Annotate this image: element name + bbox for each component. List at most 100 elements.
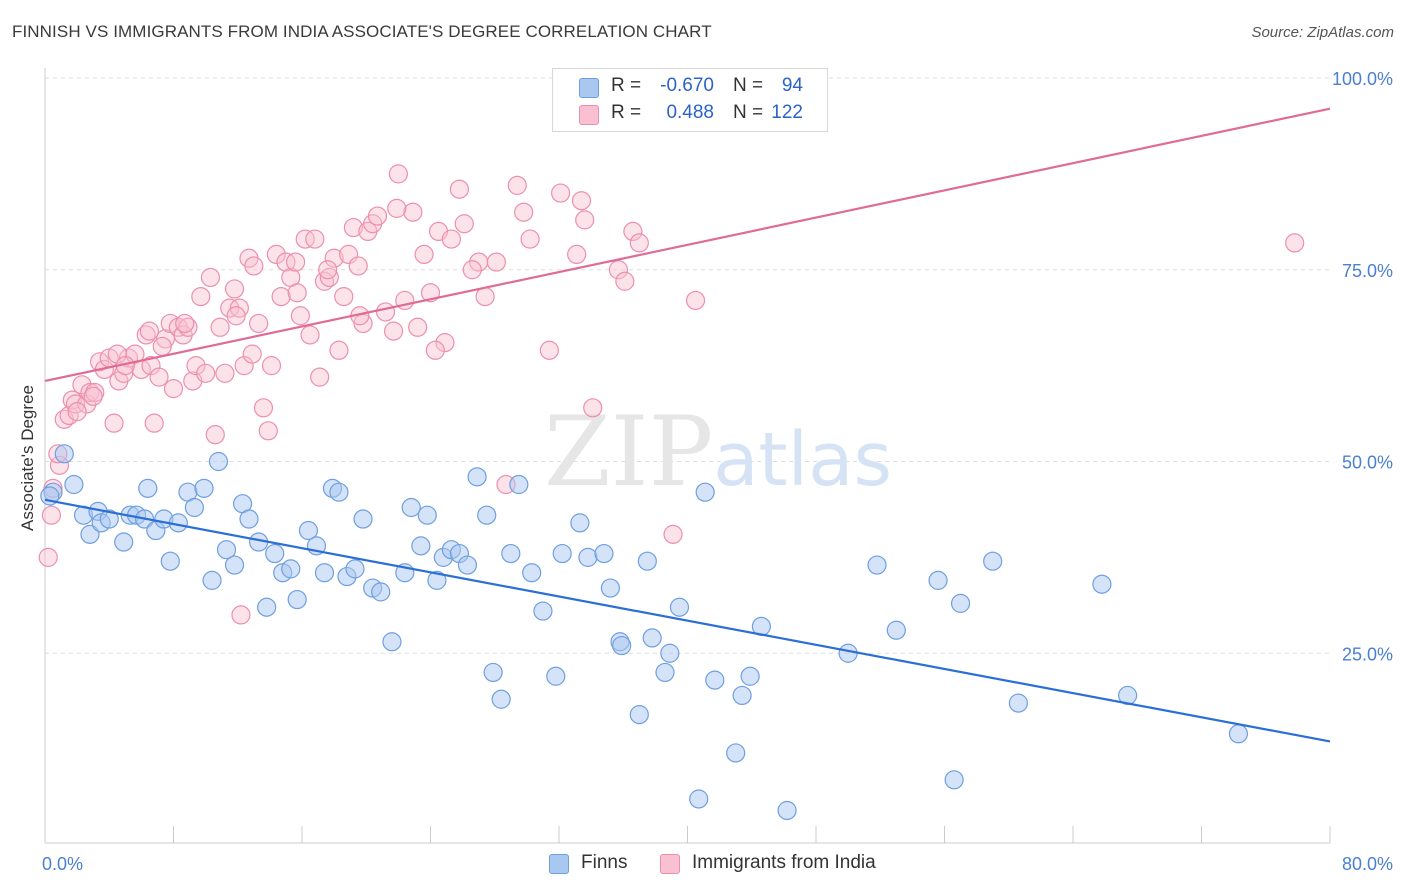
data-point-india bbox=[449, 179, 470, 199]
data-point-india bbox=[107, 344, 127, 364]
data-point-india bbox=[383, 321, 404, 341]
data-point-india bbox=[375, 302, 396, 322]
data-point-india bbox=[258, 421, 278, 441]
watermark-zip: ZIP bbox=[544, 396, 713, 508]
data-point-finns bbox=[54, 444, 74, 464]
data-point-finns bbox=[642, 628, 662, 648]
data-point-india bbox=[623, 221, 643, 241]
data-point-india bbox=[226, 306, 246, 326]
data-point-finns bbox=[1092, 574, 1112, 594]
data-point-finns bbox=[695, 482, 715, 502]
data-point-india bbox=[152, 336, 172, 357]
data-point-india bbox=[220, 298, 240, 318]
data-point-india bbox=[271, 286, 291, 307]
watermark: ZIPatlas bbox=[544, 396, 892, 508]
data-point-india bbox=[249, 313, 269, 334]
data-point-finns bbox=[660, 643, 680, 663]
data-point-finns bbox=[637, 551, 657, 571]
data-point-finns bbox=[138, 478, 158, 498]
axes bbox=[44, 68, 1331, 844]
data-point-finns bbox=[216, 540, 237, 560]
data-point-india bbox=[229, 298, 249, 318]
data-point-india bbox=[414, 244, 434, 265]
data-point-finns bbox=[427, 570, 447, 590]
data-point-india bbox=[367, 206, 388, 226]
data-point-finns bbox=[208, 451, 229, 472]
data-point-finns bbox=[345, 559, 365, 579]
data-point-india bbox=[224, 279, 245, 299]
legend-swatch-india bbox=[579, 105, 599, 125]
data-point-finns bbox=[382, 632, 402, 652]
data-point-finns bbox=[594, 543, 614, 564]
data-point-finns bbox=[202, 570, 222, 590]
data-point-finns bbox=[533, 601, 553, 621]
y-tick-label: 100.0% bbox=[1332, 69, 1393, 89]
data-point-finns bbox=[411, 536, 431, 556]
legend-n-label: N = bbox=[733, 102, 764, 123]
data-point-india bbox=[310, 367, 330, 387]
data-point-india bbox=[629, 233, 649, 253]
data-point-finns bbox=[417, 505, 437, 525]
data-point-india bbox=[300, 325, 320, 345]
data-point-finns bbox=[552, 543, 572, 564]
data-point-india bbox=[319, 267, 339, 288]
data-point-finns bbox=[546, 666, 566, 686]
data-point-india bbox=[462, 260, 482, 280]
data-point-finns bbox=[732, 685, 752, 706]
x-tick-label: 80.0% bbox=[1342, 854, 1393, 874]
data-point-india bbox=[685, 290, 706, 311]
data-point-india bbox=[141, 356, 161, 376]
data-point-india bbox=[175, 313, 195, 334]
data-point-finns bbox=[928, 570, 948, 590]
legend-n-label: N = bbox=[733, 75, 764, 96]
data-point-finns bbox=[457, 555, 478, 575]
data-point-finns bbox=[160, 551, 180, 571]
data-point-india bbox=[67, 402, 87, 422]
data-point-india bbox=[388, 164, 408, 184]
data-point-india bbox=[149, 367, 169, 387]
chart-title: FINNISH VS IMMIGRANTS FROM INDIA ASSOCIA… bbox=[12, 22, 712, 41]
data-point-india bbox=[285, 252, 306, 272]
data-point-india bbox=[348, 256, 368, 276]
data-point-finns bbox=[612, 635, 632, 656]
data-point-india bbox=[663, 524, 683, 544]
data-point-india bbox=[205, 425, 225, 445]
data-point-india bbox=[615, 271, 635, 291]
data-point-india bbox=[343, 217, 363, 238]
data-point-finns bbox=[501, 543, 521, 564]
data-point-finns bbox=[740, 666, 760, 686]
data-point-finns bbox=[371, 582, 391, 602]
watermark-atlas: atlas bbox=[713, 417, 892, 503]
y-tick-labels: 25.0% 50.0% 75.0% 100.0% bbox=[1332, 69, 1393, 664]
data-point-india bbox=[318, 260, 338, 280]
data-point-india bbox=[191, 286, 211, 307]
data-point-finns bbox=[194, 478, 214, 498]
data-point-finns bbox=[1228, 724, 1249, 744]
data-point-india bbox=[38, 547, 58, 567]
data-point-india bbox=[65, 394, 86, 414]
chart-source: Source: ZipAtlas.com bbox=[1251, 24, 1394, 41]
stats-legend: R = -0.670 N = 94 R = 0.488 N = 122 bbox=[552, 68, 828, 132]
data-point-india bbox=[196, 363, 216, 383]
data-point-finns bbox=[983, 551, 1003, 571]
y-tick-label: 50.0% bbox=[1342, 453, 1393, 473]
data-point-india bbox=[253, 398, 274, 418]
data-point-finns bbox=[184, 497, 204, 518]
data-point-finns bbox=[629, 705, 649, 725]
data-point-finns bbox=[298, 520, 319, 541]
bottom-legend-label-india: Immigrants from India bbox=[692, 852, 876, 873]
data-point-india bbox=[231, 605, 251, 625]
data-point-finns bbox=[1008, 693, 1028, 713]
data-point-finns bbox=[80, 524, 100, 544]
data-point-india bbox=[387, 198, 407, 218]
data-point-india bbox=[441, 229, 461, 249]
data-point-finns bbox=[669, 597, 690, 617]
data-point-finns bbox=[705, 670, 725, 690]
data-point-india bbox=[475, 286, 495, 307]
data-point-india bbox=[567, 244, 587, 265]
data-point-india bbox=[234, 356, 254, 376]
legend-r-value: 0.488 bbox=[666, 102, 714, 123]
trend-line-india bbox=[44, 107, 1331, 383]
bottom-legend-label-finns: Finns bbox=[581, 852, 628, 873]
data-point-finns bbox=[64, 474, 84, 495]
